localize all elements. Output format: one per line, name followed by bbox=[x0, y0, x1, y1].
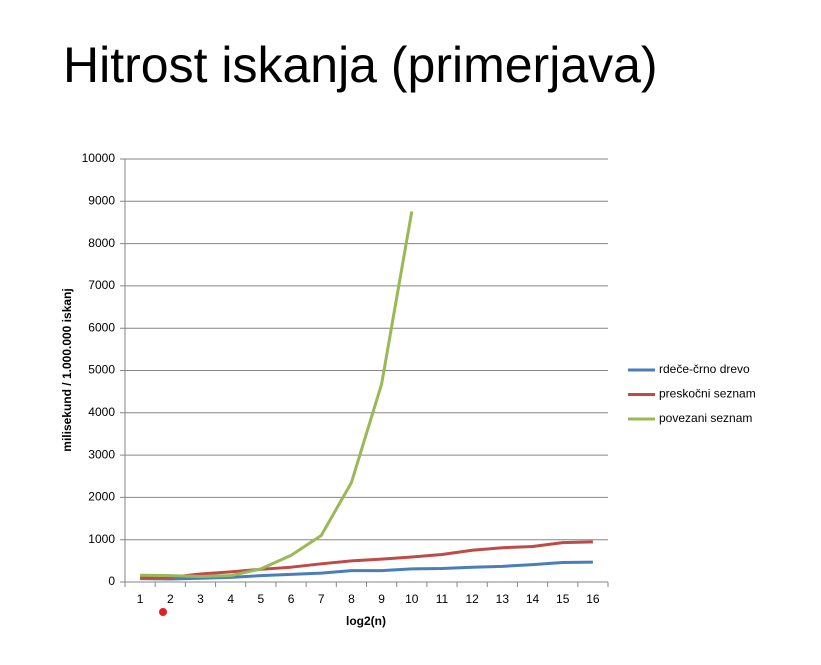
y-tick-label: 1000 bbox=[88, 532, 115, 546]
x-tick-label: 3 bbox=[197, 592, 204, 606]
y-tick-label: 3000 bbox=[88, 447, 115, 461]
x-tick-label: 16 bbox=[586, 592, 600, 606]
y-tick-label: 6000 bbox=[88, 320, 115, 334]
y-axis-title: milisekund / 1.000.000 iskanj bbox=[60, 288, 74, 451]
x-tick-label: 14 bbox=[526, 592, 540, 606]
series-line bbox=[140, 211, 414, 579]
pointer-dot bbox=[159, 608, 167, 616]
x-tick-label: 15 bbox=[556, 592, 570, 606]
x-tick-label: 2 bbox=[167, 592, 174, 606]
y-tick-label: 0 bbox=[108, 574, 115, 588]
legend-label: preskočni seznam bbox=[659, 387, 756, 401]
x-tick-label: 5 bbox=[258, 592, 265, 606]
y-tick-label: 2000 bbox=[88, 490, 115, 504]
x-tick-label: 11 bbox=[436, 592, 449, 606]
x-tick-label: 9 bbox=[378, 592, 385, 606]
x-axis-title: log2(n) bbox=[346, 614, 386, 628]
legend-label: povezani seznam bbox=[659, 411, 752, 425]
y-tick-label: 10000 bbox=[82, 151, 116, 165]
y-tick-label: 8000 bbox=[88, 236, 115, 250]
x-tick-label: 6 bbox=[288, 592, 295, 606]
y-tick-label: 9000 bbox=[88, 193, 115, 207]
y-tick-label: 7000 bbox=[88, 278, 115, 292]
series-line bbox=[140, 560, 593, 581]
series-line bbox=[140, 540, 593, 580]
x-tick-label: 12 bbox=[465, 592, 479, 606]
legend-label: rdeče-črno drevo bbox=[659, 362, 750, 376]
x-tick-label: 4 bbox=[227, 592, 234, 606]
x-tick-label: 13 bbox=[496, 592, 510, 606]
slide-title: Hitrost iskanja (primerjava) bbox=[63, 37, 658, 93]
y-tick-label: 4000 bbox=[88, 405, 115, 419]
x-tick-label: 8 bbox=[348, 592, 355, 606]
x-tick-label: 7 bbox=[318, 592, 325, 606]
y-tick-label: 5000 bbox=[88, 363, 115, 377]
x-tick-label: 1 bbox=[137, 592, 144, 606]
x-tick-label: 10 bbox=[405, 592, 419, 606]
